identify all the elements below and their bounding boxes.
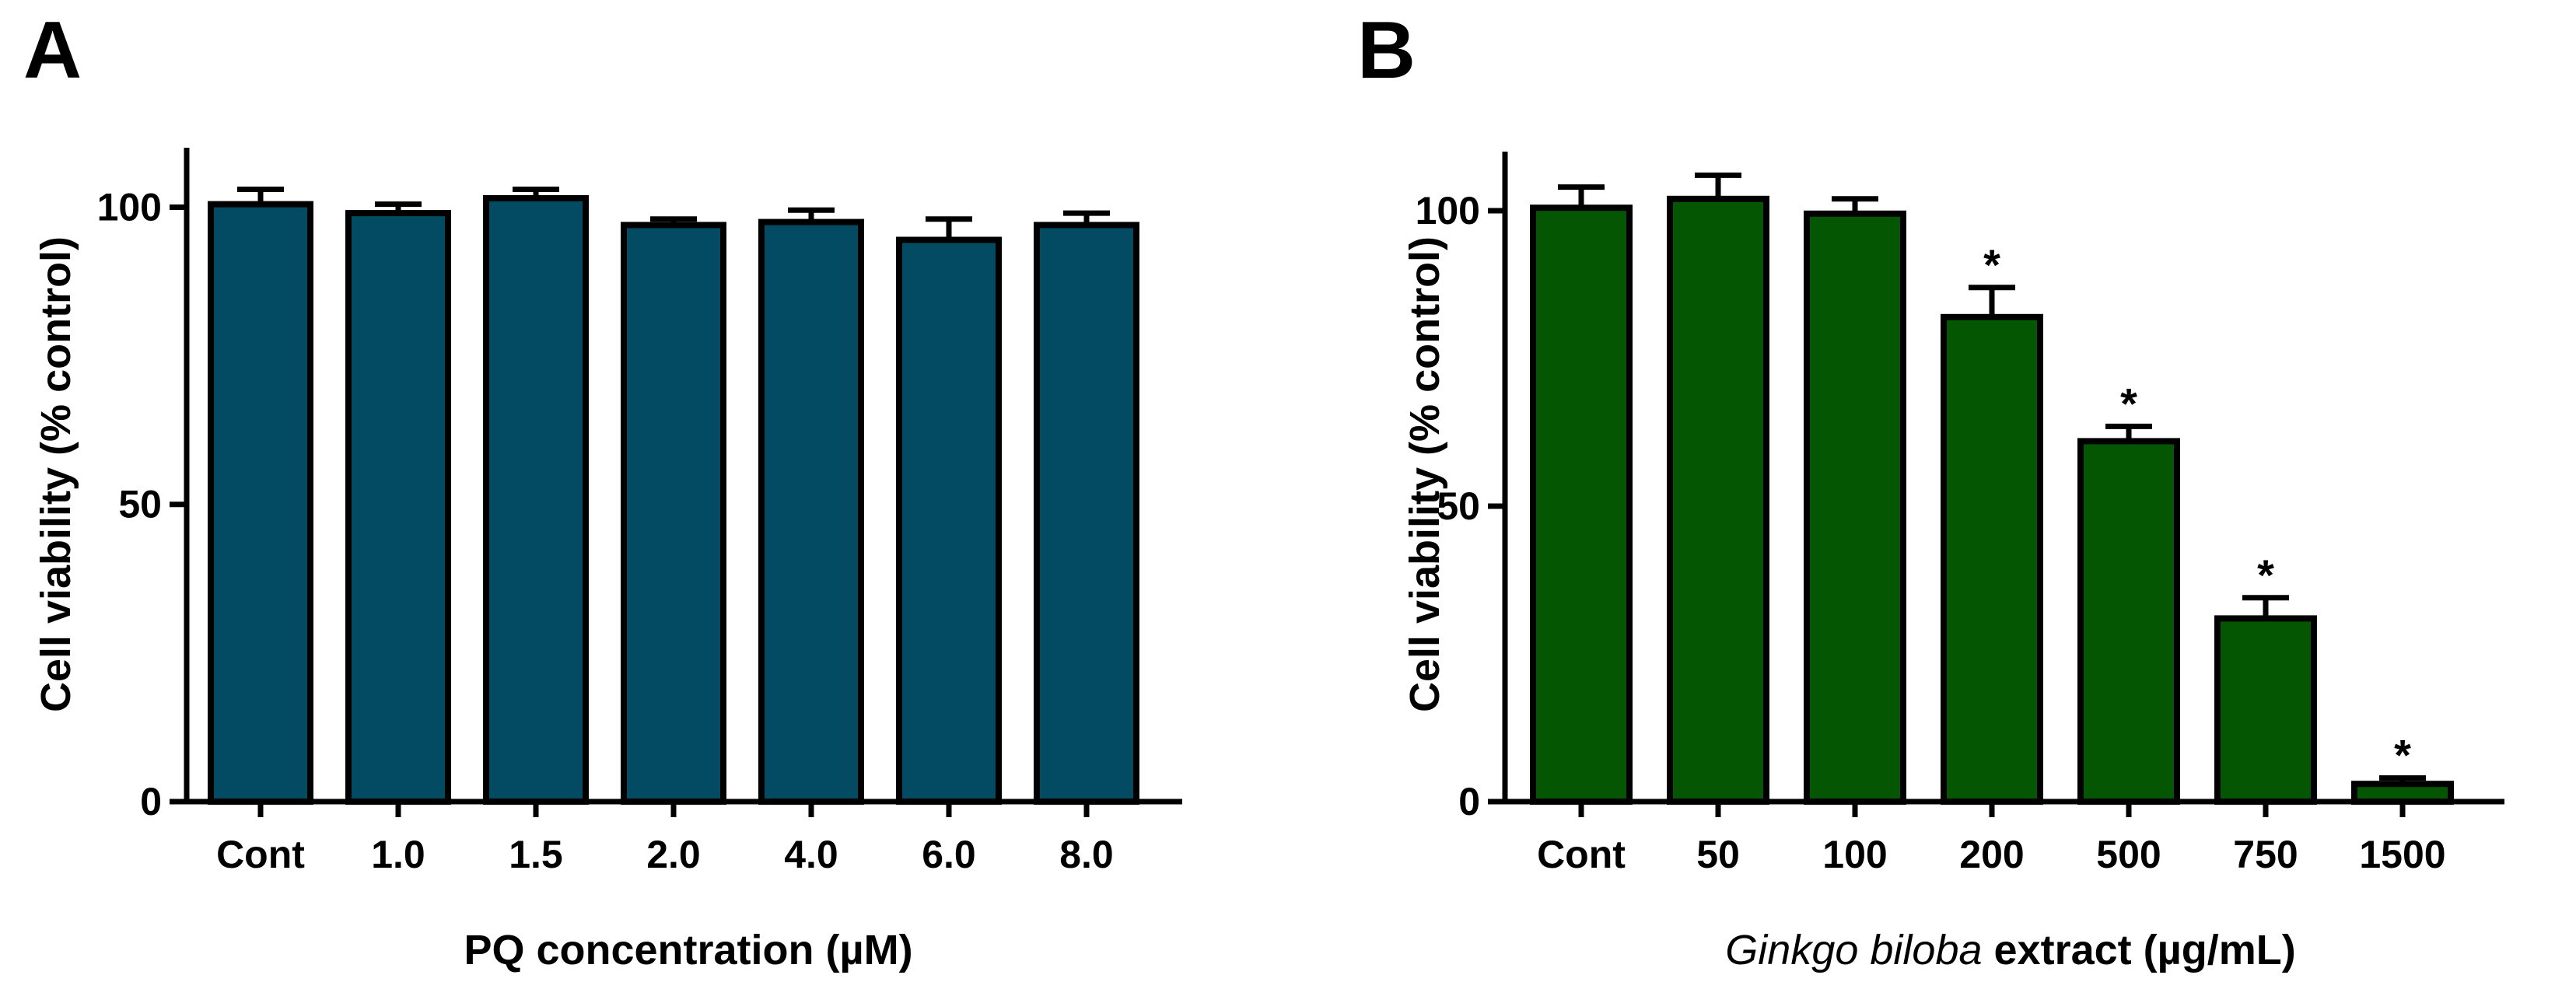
y-axis-label: Cell viability (% control) [33,236,79,712]
y-tick-label: 50 [1437,484,1480,528]
significance-marker: * [2120,379,2137,428]
x-tick-label: 100 [1822,833,1887,876]
bar [2077,438,2180,806]
x-axis-label-text: extract (µg/mL) [1983,927,2296,973]
y-axis-label: Cell viability (% control) [1402,236,1448,712]
bar [1034,222,1139,805]
x-tick-label: 8.0 [1059,833,1114,876]
x-tick-label: 50 [1696,833,1740,876]
x-tick-label: 6.0 [922,833,976,876]
bar [1530,204,1633,805]
y-tick-label: 50 [118,483,162,526]
x-tick-label: 500 [2096,833,2161,876]
panel-label: A [23,5,82,96]
significance-marker: * [2394,731,2411,780]
x-tick-label: 4.0 [784,833,838,876]
y-tick-label: 100 [97,185,162,229]
bar [483,194,589,805]
bar [621,222,726,805]
x-tick-label: 1.0 [371,833,425,876]
x-tick-label: 2.0 [646,833,701,876]
bar [896,236,1002,806]
bar [2214,615,2317,806]
bar [1667,195,1769,806]
x-tick-label: 750 [2233,833,2298,876]
bar [1941,313,2043,805]
x-axis-label-text: PQ concentration (µM) [464,927,912,973]
y-tick-label: 0 [140,780,162,823]
x-axis-label: Ginkgo biloba extract (µg/mL) [1725,927,2295,973]
significance-marker: * [2257,550,2274,599]
y-tick-label: 100 [1416,189,1480,232]
bar [345,210,451,806]
y-tick-label: 0 [1458,780,1480,823]
panel-label: B [1357,5,1416,96]
x-axis-label-italic: Ginkgo biloba [1725,927,1982,973]
bar [2351,781,2454,806]
significance-marker: * [1983,240,2000,289]
x-tick-label: Cont [216,833,305,876]
chart-panel-a: A 0 50 100 Cell viability (% control) PQ conc… [23,5,1182,973]
x-tick-label: 1500 [2359,833,2445,876]
x-tick-label: Cont [1537,833,1626,876]
bar [758,218,864,805]
x-tick-label: 200 [1959,833,2024,876]
bar [208,201,313,805]
x-tick-label: 1.5 [509,833,563,876]
bar [1804,210,1906,805]
x-axis-label: PQ concentration (µM) [464,927,912,973]
